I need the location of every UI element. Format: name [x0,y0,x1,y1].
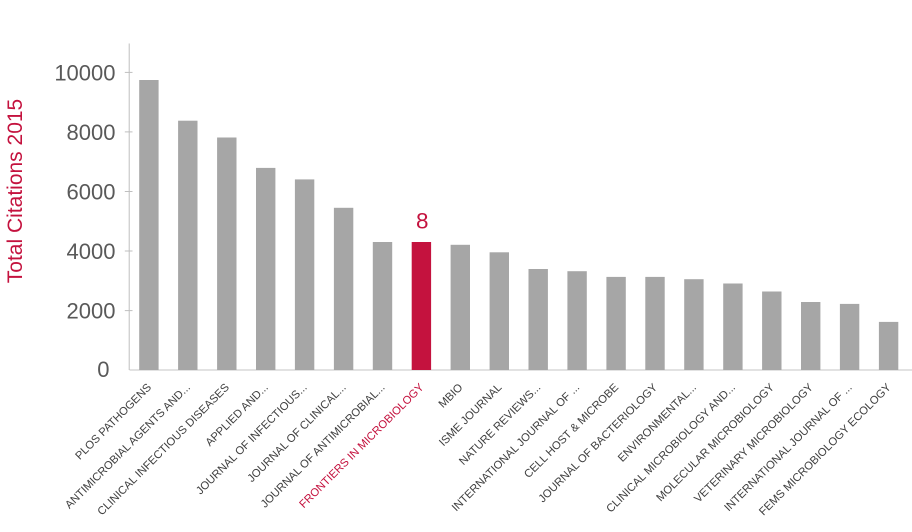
svg-text:10000: 10000 [54,60,115,85]
svg-text:2000: 2000 [67,299,116,324]
svg-text:8: 8 [416,209,429,234]
svg-text:0: 0 [97,357,109,382]
svg-text:8000: 8000 [67,120,116,145]
svg-text:4000: 4000 [67,239,116,264]
svg-text:6000: 6000 [67,180,116,205]
svg-text:Total Citations 2015: Total Citations 2015 [4,99,27,283]
